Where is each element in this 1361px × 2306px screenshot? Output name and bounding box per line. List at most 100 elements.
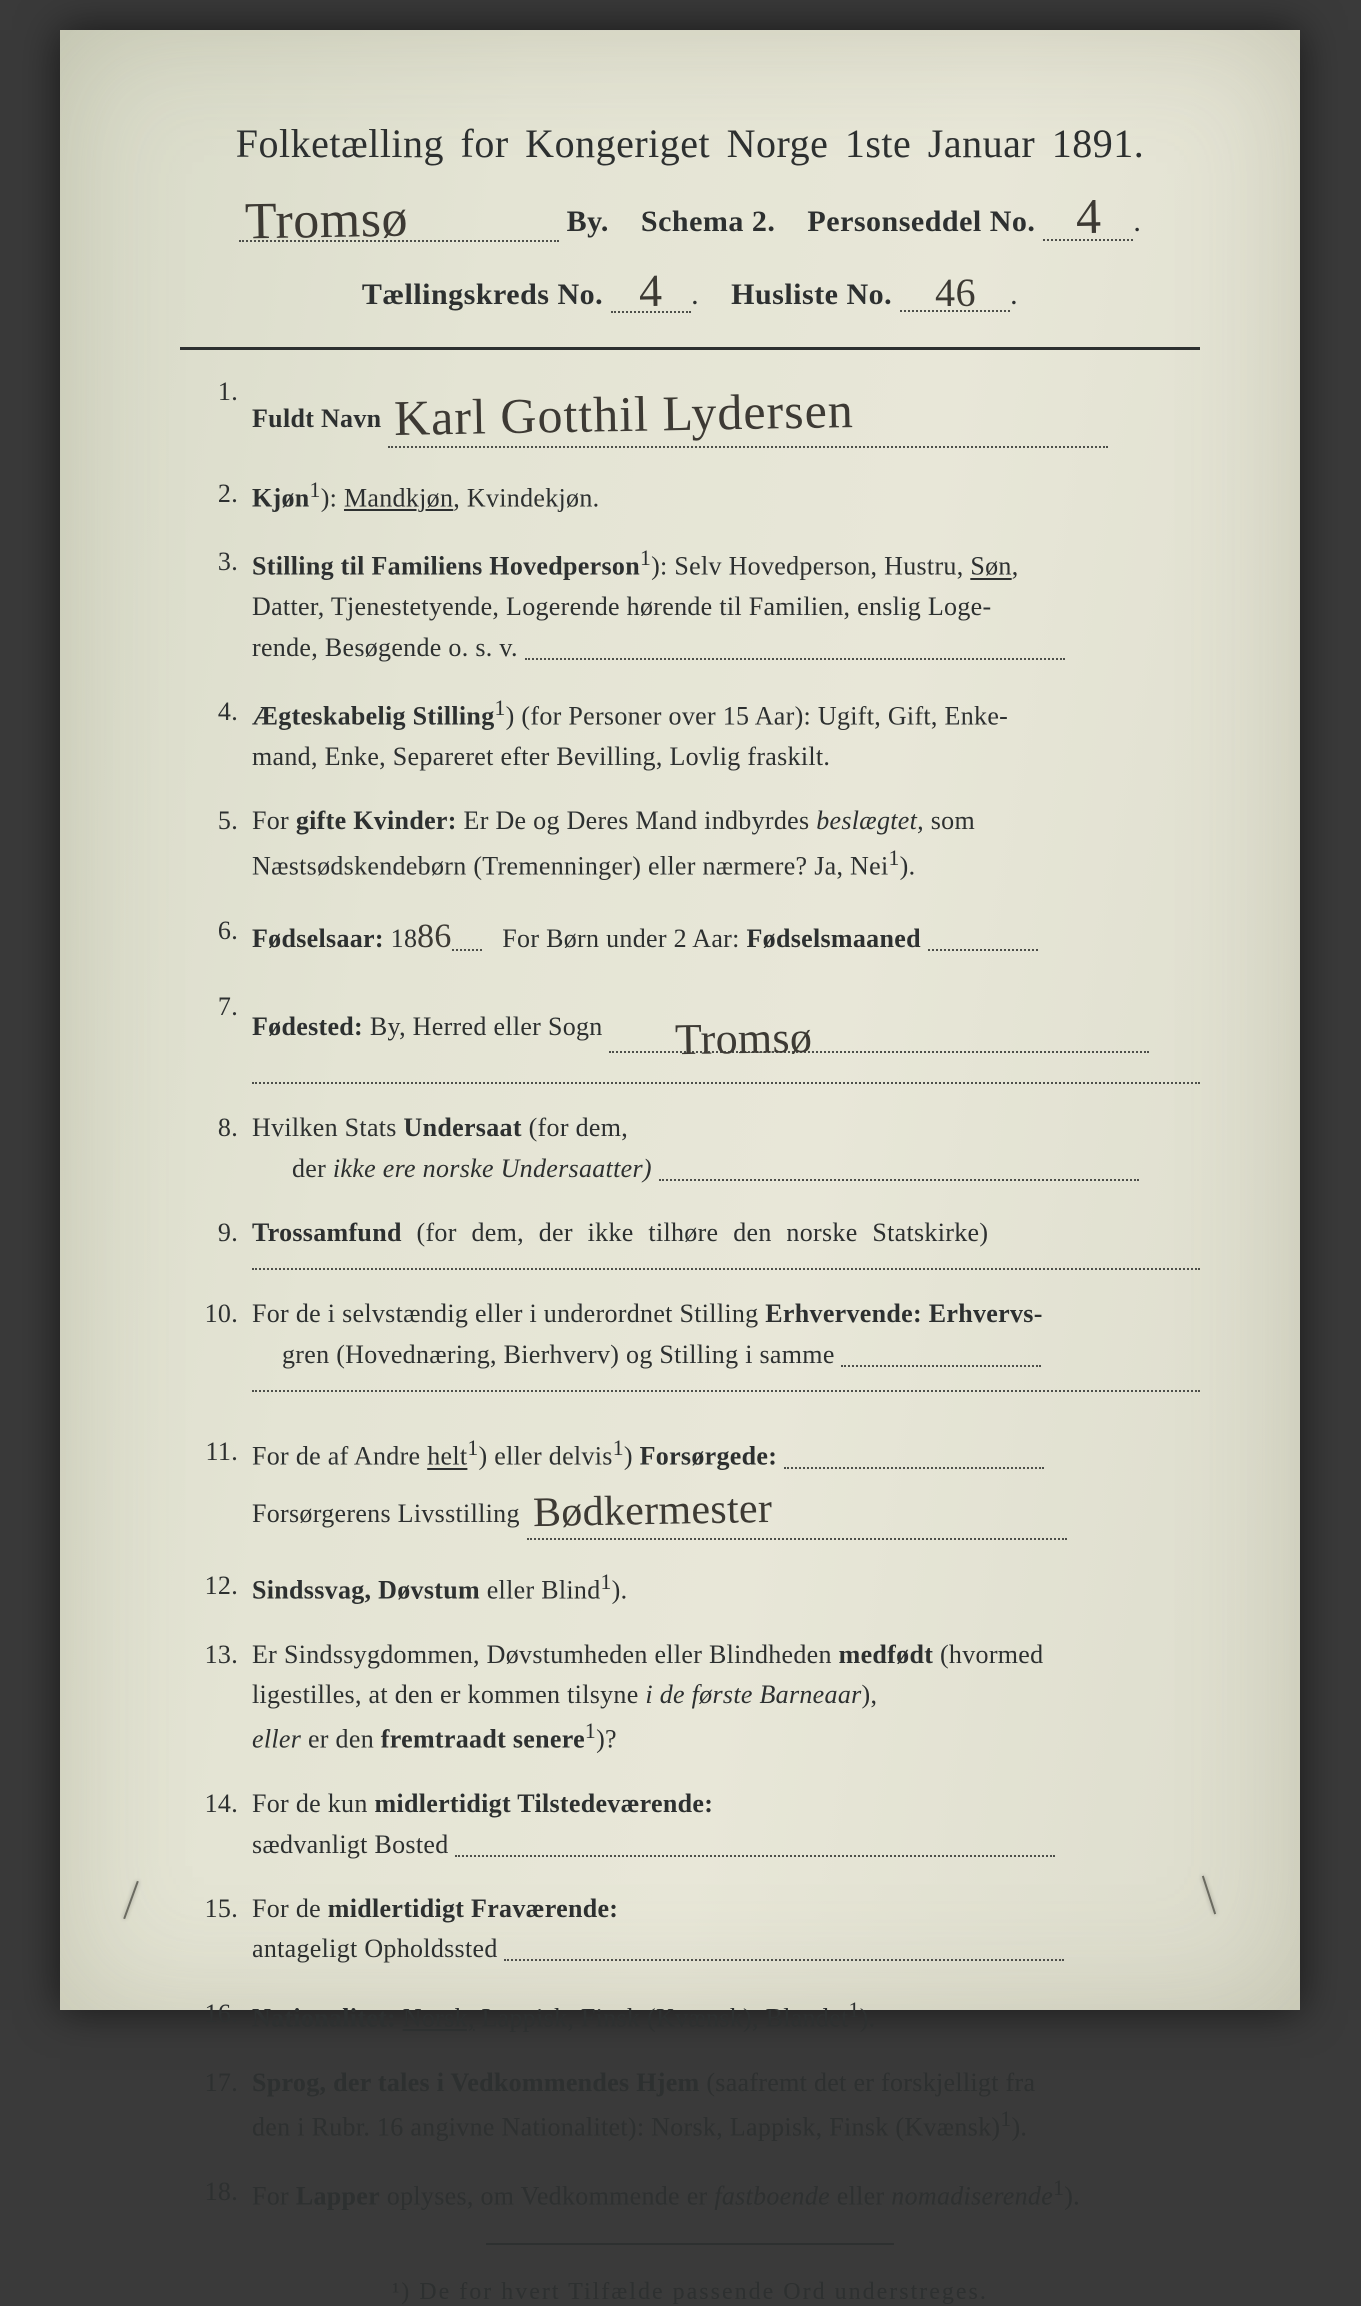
q5-pre: For (252, 806, 296, 835)
q17-end: ). (1011, 2113, 1027, 2142)
q18-mid: eller (830, 2181, 891, 2210)
q18-i2: nomadiserende (891, 2181, 1053, 2210)
q3-son: Søn (970, 552, 1011, 581)
q17-b: Sprog, der tales i Vedkommendes Hjem (252, 2068, 700, 2097)
q15-dots (504, 1958, 1064, 1961)
husliste-label: Husliste No. (731, 278, 892, 311)
q12-post: eller Blind (480, 1576, 601, 1605)
q15-line2: antageligt Opholdssted (252, 1934, 498, 1963)
q15-b: midlertidigt Fraværende: (328, 1894, 619, 1923)
q13-b: medfødt (839, 1640, 934, 1669)
q9-b: Trossamfund (252, 1218, 402, 1247)
q6-dots (928, 948, 1038, 951)
kreds-value: 4 (633, 264, 669, 318)
q1-slot: Karl Gotthil Lydersen (388, 372, 1108, 450)
field-13-congenital: Er Sindssygdommen, Døvstumheden eller Bl… (184, 1635, 1200, 1761)
q11-dots-top (784, 1466, 1044, 1469)
q8-pre: Hvilken Stats (252, 1113, 404, 1142)
q1-value: Karl Gotthil Lydersen (388, 372, 861, 458)
q7-post: By, Herred eller Sogn (363, 1012, 603, 1041)
q11-sup: 1 (467, 1436, 478, 1460)
q10-dots1 (841, 1364, 1041, 1367)
q5-line2: Næstsødskendebørn (Tremenninger) eller n… (252, 851, 889, 880)
q1-label: Fuldt Navn (252, 404, 381, 433)
q12-b: Sindssvag, Døvstum (252, 1576, 480, 1605)
header-line-3: Tællingskreds No. 4 . Husliste No. 46 . (180, 262, 1200, 315)
divider-top (180, 347, 1200, 350)
q18-post: oplyses, om Vedkommende er (380, 2181, 714, 2210)
q13-post: (hvormed (933, 1640, 1043, 1669)
field-16-nationality: Nationalitet: Norsk, Lappisk, Finsk (Kvæ… (184, 1994, 1200, 2039)
q14-pre: For de kun (252, 1789, 374, 1818)
q5-end: ). (900, 851, 916, 880)
personseddel-slot: 4 (1043, 185, 1133, 243)
q14-dots (455, 1854, 1055, 1857)
schema-label: Schema 2. (641, 205, 776, 238)
husliste-value: 46 (928, 269, 981, 316)
q15-pre: For de (252, 1894, 328, 1923)
q13-l2post: ), (862, 1680, 878, 1709)
q4-label: Ægteskabelig Stilling (252, 702, 495, 731)
q10-b: Erhvervende: Erhvervs- (765, 1299, 1042, 1328)
pin-mark-right (1202, 1876, 1216, 1915)
q14-b: midlertidigt Tilstedeværende: (374, 1789, 713, 1818)
q3-label: Stilling til Familiens Hovedperson (252, 552, 640, 581)
q17-post: (saafremt det er forskjelligt fra (700, 2068, 1036, 2097)
field-10-occupation: For de i selvstændig eller i underordnet… (184, 1294, 1200, 1392)
header-line-2: Tromsø By. Schema 2. Personseddel No. 4 … (180, 185, 1200, 244)
field-2-sex: Kjøn1): Mandkjøn, Kvindekjøn. (184, 474, 1200, 519)
q5-b: gifte Kvinder: (296, 806, 457, 835)
q16-end: ). (860, 2003, 876, 2032)
q2-underlined: Mandkjøn (344, 483, 453, 512)
q11-pre: For de af Andre (252, 1442, 427, 1471)
q7-dots (252, 1081, 1200, 1084)
by-slot: Tromsø (239, 185, 559, 244)
q11-b: Forsørgede: (640, 1442, 778, 1471)
q8-line2: der ikke ere norske Undersaatter) (252, 1154, 652, 1183)
q11-mid: ) eller delvis (479, 1442, 613, 1471)
q18-i1: fastboende (714, 2181, 830, 2210)
q16-sup: 1 (849, 1998, 860, 2022)
q12-end: ). (612, 1576, 628, 1605)
q4-line2: mand, Enke, Separeret efter Bevilling, L… (252, 742, 830, 771)
q18-b: Lapper (296, 2181, 380, 2210)
q9-dots (252, 1267, 1200, 1270)
q6-label: Fødselsaar: (252, 924, 384, 953)
q16-b: Nationalitet: (252, 2003, 396, 2032)
field-17-language: Sprog, der tales i Vedkommendes Hjem (sa… (184, 2063, 1200, 2148)
q10-dots2 (252, 1389, 1200, 1392)
q3-sup: 1 (640, 546, 651, 570)
footnote: ¹) De for hvert Tilfælde passende Ord un… (180, 2279, 1200, 2306)
q3-post: ): Selv Hovedperson, Hustru, (651, 552, 970, 581)
q9-post: (for dem, der ikke tilhøre den norske St… (402, 1218, 989, 1247)
q13-pre: Er Sindssygdommen, Døvstumheden eller Bl… (252, 1640, 839, 1669)
by-label: By. (567, 205, 609, 238)
q13-sup: 1 (585, 1719, 596, 1743)
q10-pre: For de i selvstændig eller i underordnet… (252, 1299, 765, 1328)
field-15-absent: For de midlertidigt Fraværende: antageli… (184, 1889, 1200, 1970)
q4-sup: 1 (495, 696, 506, 720)
q11-post: ) (624, 1442, 640, 1471)
q3-line3: rende, Besøgende o. s. v. (252, 633, 518, 662)
q18-end: ). (1064, 2181, 1080, 2210)
q17-line2: den i Rubr. 16 angivne Nationalitet): No… (252, 2113, 1000, 2142)
q7-value: Tromsø (669, 1004, 819, 1075)
q11-value: Bødkermester (526, 1477, 778, 1546)
field-5-kinship: For gifte Kvinder: Er De og Deres Mand i… (184, 801, 1200, 886)
field-1-name: Fuldt Navn Karl Gotthil Lydersen (184, 372, 1200, 450)
field-3-relation: Stilling til Familiens Hovedperson1): Se… (184, 542, 1200, 668)
by-value: Tromsø (238, 189, 414, 251)
q6-mid: For Børn under 2 Aar: (502, 924, 739, 953)
q6-year: 86 (417, 910, 452, 963)
form-header: Folketælling for Kongeriget Norge 1ste J… (180, 120, 1200, 167)
q5-i: beslægtet, (816, 806, 924, 835)
field-7-birthplace: Fødested: By, Herred eller Sogn Tromsø (184, 987, 1200, 1084)
personseddel-value: 4 (1069, 187, 1108, 246)
q12-sup: 1 (601, 1570, 612, 1594)
q11-slot: Bødkermester (527, 1477, 1067, 1542)
field-4-marital: Ægteskabelig Stilling1) (for Personer ov… (184, 692, 1200, 777)
q6-b2: Fødselsmaaned (746, 924, 920, 953)
q8-post: (for dem, (522, 1113, 628, 1142)
q2-label: Kjøn (252, 483, 310, 512)
kreds-slot: 4 (611, 262, 691, 315)
